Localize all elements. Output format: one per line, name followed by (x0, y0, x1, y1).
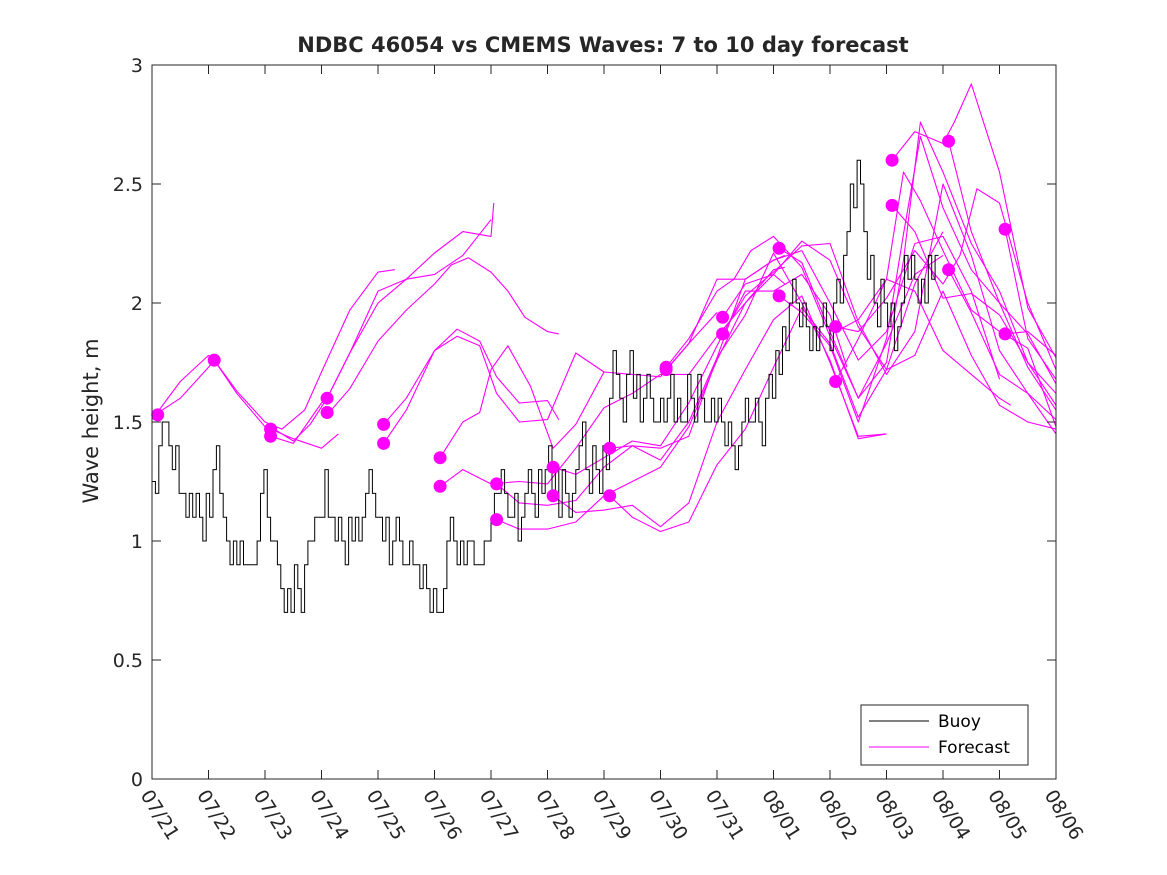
forecast-marker-27 (942, 134, 956, 148)
y-tick-label: 2.5 (113, 174, 143, 196)
forecast-marker-18 (659, 363, 673, 377)
forecast-series-line-18 (722, 240, 1056, 430)
plot-background (152, 65, 1056, 779)
x-tick-label: 07/29 (588, 786, 636, 844)
x-tick-label: 08/02 (814, 786, 862, 844)
x-tick-label: 07/24 (305, 786, 353, 844)
forecast-series-line-23 (835, 171, 1056, 427)
forecast-series-line-27 (948, 269, 1056, 435)
forecast-marker-16 (603, 489, 617, 503)
forecast-marker-14 (546, 489, 560, 503)
legend-forecast-label: Forecast (938, 738, 1010, 758)
forecast-series-line-20 (778, 121, 1056, 406)
forecast-series-line-21 (778, 135, 1056, 423)
x-tick-label: 08/06 (1040, 786, 1088, 844)
forecast-marker-2 (207, 353, 221, 367)
forecast-marker-8 (377, 436, 391, 450)
y-axis-label: Wave height, m (79, 338, 103, 503)
forecast-series-line-5 (326, 257, 559, 416)
x-tick-label: 08/05 (983, 786, 1031, 844)
chart-title: NDBC 46054 vs CMEMS Waves: 7 to 10 day f… (297, 33, 908, 57)
x-tick-label: 07/28 (531, 786, 579, 844)
forecast-series-line-7 (383, 335, 605, 444)
legend-buoy-label: Buoy (938, 712, 981, 732)
forecast-marker-5 (320, 391, 334, 405)
forecast-series-line-8 (439, 312, 718, 458)
forecast-series-line-25 (891, 205, 1056, 394)
x-tick-label: 07/30 (644, 786, 692, 844)
forecast-marker-21 (772, 241, 786, 255)
forecast-marker-24 (829, 375, 843, 388)
x-tick-label: 07/25 (362, 786, 410, 844)
forecast-marker-30 (998, 327, 1012, 341)
forecast-series-line-24 (891, 83, 1056, 358)
x-tick-label: 07/22 (192, 786, 240, 844)
x-tick-label: 07/27 (475, 786, 523, 844)
forecast-marker-10 (433, 479, 447, 493)
y-tick-label: 2 (131, 293, 143, 315)
x-tick-label: 07/31 (701, 786, 749, 844)
forecast-series-line-1 (152, 354, 339, 449)
legend: Buoy Forecast (860, 704, 1029, 766)
x-tick-label: 08/01 (757, 786, 805, 844)
forecast-marker-19 (716, 310, 730, 324)
forecast-series-line-11 (496, 273, 786, 530)
forecast-marker-6 (320, 406, 334, 419)
forecast-marker-20 (716, 327, 730, 341)
forecast-marker-13 (546, 460, 560, 474)
y-tick-label: 3 (131, 55, 143, 77)
x-tick-label: 07/23 (249, 786, 297, 844)
forecast-series-line-17 (665, 235, 1001, 380)
forecast-series-line-4 (270, 202, 495, 444)
y-tick-label: 1 (131, 531, 143, 553)
forecast-series-line-6 (383, 328, 560, 425)
y-tick-label: 0.5 (113, 650, 143, 672)
forecast-marker-4 (264, 429, 278, 443)
forecast-series-line-26 (948, 141, 1056, 385)
forecast-marker-25 (885, 153, 899, 167)
y-tick-label: 1.5 (113, 412, 143, 434)
forecast-series-line-28 (1004, 229, 1056, 380)
forecast-marker-28 (942, 263, 956, 277)
forecast-marker-7 (377, 417, 391, 431)
forecast-marker-23 (829, 320, 843, 334)
forecast-marker-11 (490, 477, 504, 491)
legend-box (860, 704, 1029, 766)
forecast-series-line-12 (552, 273, 848, 475)
x-tick-label: 08/04 (927, 786, 975, 844)
forecast-series-line-30 (835, 278, 1012, 406)
forecast-marker-15 (603, 441, 617, 455)
forecast-marker-26 (885, 198, 899, 212)
forecast-marker-1 (151, 408, 165, 422)
x-tick-label: 08/03 (870, 786, 918, 844)
forecast-marker-12 (490, 513, 504, 527)
forecast-marker-29 (998, 222, 1012, 236)
forecast-series-line-29 (1005, 331, 1056, 356)
forecast-marker-9 (433, 451, 447, 465)
forecast-series-line-19 (722, 183, 1056, 421)
x-tick-label: 07/21 (136, 786, 184, 844)
x-tick-label: 07/26 (418, 786, 466, 844)
forecast-marker-22 (772, 289, 786, 303)
y-tick-label: 0 (131, 769, 143, 791)
